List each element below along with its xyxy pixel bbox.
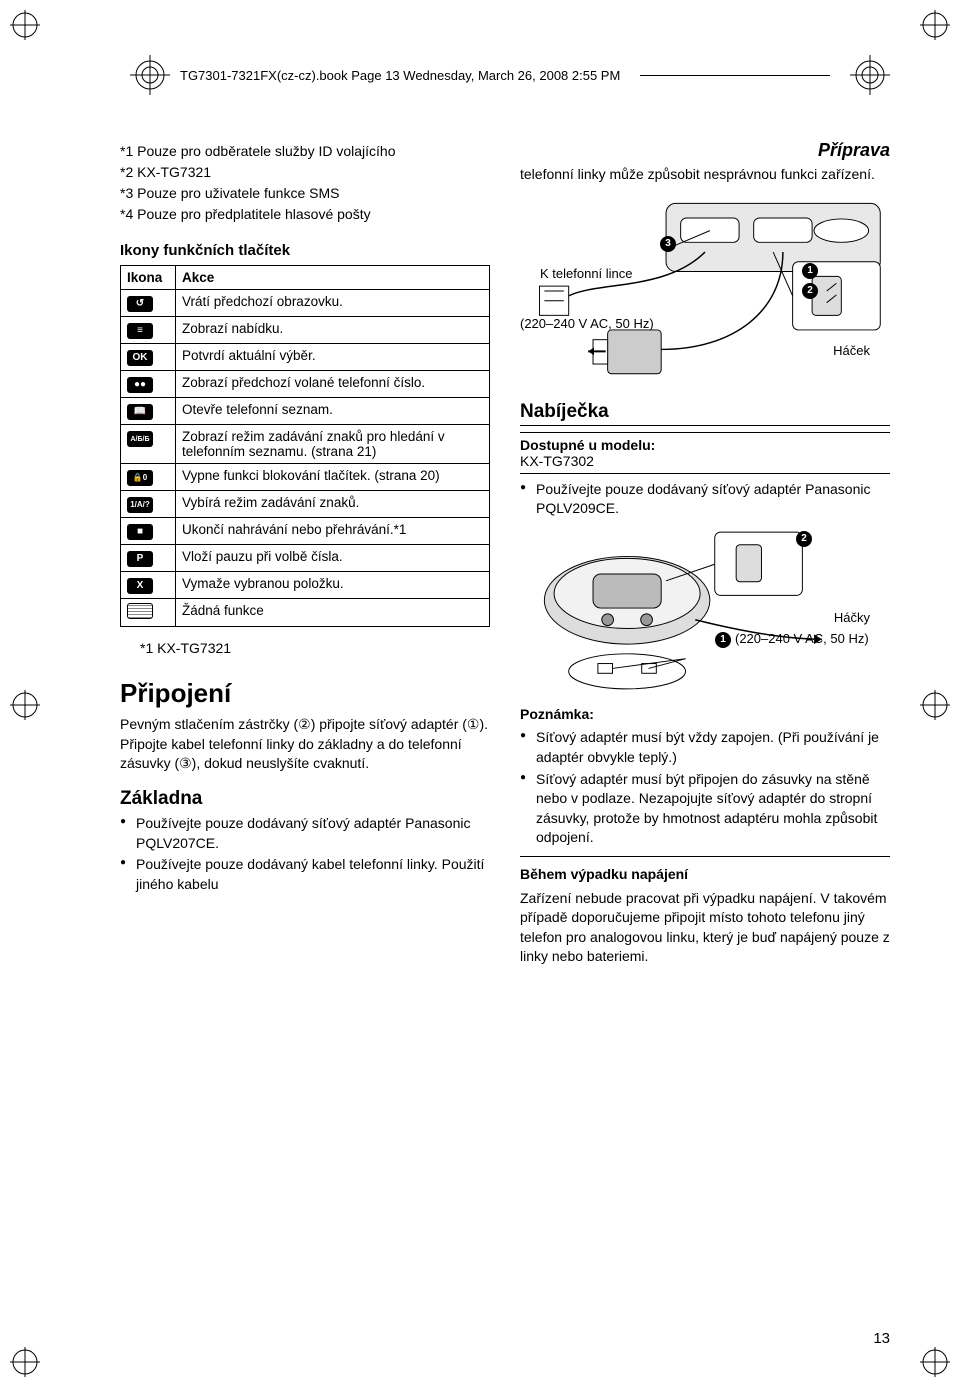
row-text: Ukončí nahrávání nebo přehrávání.*1 (176, 517, 490, 544)
model-availability-box: Dostupné u modelu: KX-TG7302 (520, 432, 890, 474)
row-text: Žádná funkce (176, 598, 490, 626)
footnote: *4 Pouze pro předplatitele hlasové pošty (120, 205, 490, 224)
target-icon (130, 55, 170, 95)
right-intro-text: telefonní linky může způsobit nesprávnou… (520, 165, 890, 185)
hooks-label: Háčky (834, 610, 870, 625)
table-row: ●● Zobrazí předchozí volané telefonní čís… (121, 370, 490, 397)
keylock-off-icon: 🔒0 (127, 470, 153, 486)
redial-icon: ●● (127, 377, 153, 393)
table-row: ■ Ukončí nahrávání nebo přehrávání.*1 (121, 517, 490, 544)
phone-line-label: K telefonní lince (540, 266, 633, 281)
model-value: KX-TG7302 (520, 453, 594, 469)
footnote: *1 Pouze pro odběratele služby ID volají… (120, 142, 490, 161)
poznamka-list: Síťový adaptér musí být vždy zapojen. (P… (520, 728, 890, 848)
row-text: Zobrazí režim zadávání znaků pro hledání… (176, 424, 490, 463)
row-text: Zobrazí předchozí volané telefonní číslo… (176, 370, 490, 397)
nabijecka-heading: Nabíječka (520, 401, 890, 426)
reg-mark-icon (920, 10, 950, 40)
blank-icon (127, 603, 153, 619)
header-divider (640, 75, 830, 76)
table-row: P Vloží pauzu při volbě čísla. (121, 544, 490, 571)
nabijecka-list: Používejte pouze dodávaný síťový adaptér… (520, 480, 890, 519)
target-icon (850, 55, 890, 95)
callout-1-icon: 1 (715, 632, 731, 648)
th-action: Akce (176, 265, 490, 289)
row-text: Zobrazí nabídku. (176, 316, 490, 343)
phonebook-icon: 📖 (127, 404, 153, 420)
right-column: Příprava telefonní linky může způsobit n… (520, 140, 890, 1347)
table-row: X Vymaže vybranou položku. (121, 571, 490, 598)
row-text: Vypne funkci blokování tlačítek. (strana… (176, 463, 490, 490)
return-icon: ↺ (127, 296, 153, 312)
base-unit-diagram: K telefonní lince (220–240 V AC, 50 Hz) … (520, 191, 890, 391)
callout-3-icon: 3 (660, 236, 676, 252)
reg-mark-icon (10, 1347, 40, 1377)
model-label: Dostupné u modelu: (520, 437, 655, 453)
reg-mark-icon (920, 1347, 950, 1377)
list-item: Používejte pouze dodávaný kabel telefonn… (120, 855, 490, 894)
table-row: 📖 Otevře telefonní seznam. (121, 397, 490, 424)
ok-icon: OK (127, 350, 153, 366)
behem-text: Zařízení nebude pracovat při výpadku nap… (520, 889, 890, 967)
poznamka-heading: Poznámka: (520, 706, 594, 722)
row-text: Vloží pauzu při volbě čísla. (176, 544, 490, 571)
zakladna-heading: Základna (120, 788, 490, 810)
footnote-list: *1 Pouze pro odběratele služby ID volají… (120, 142, 490, 224)
pripojeni-text: Pevným stlačením zástrčky (②) připojte s… (120, 715, 490, 774)
header-meta-text: TG7301-7321FX(cz-cz).book Page 13 Wednes… (180, 68, 620, 83)
table-row: ↺ Vrátí předchozí obrazovku. (121, 289, 490, 316)
voltage-label: (220–240 V AC, 50 Hz) (735, 631, 890, 646)
delete-icon: X (127, 578, 153, 594)
list-item: Síťový adaptér musí být vždy zapojen. (P… (520, 728, 890, 767)
row-text: Vymaže vybranou položku. (176, 571, 490, 598)
section-header-priprava: Příprava (520, 140, 890, 161)
row-text: Otevře telefonní seznam. (176, 397, 490, 424)
footnote: *3 Pouze pro uživatele funkce SMS (120, 184, 490, 203)
page: TG7301-7321FX(cz-cz).book Page 13 Wednes… (0, 0, 960, 1387)
table-row: ≡ Zobrazí nabídku. (121, 316, 490, 343)
table-row: Žádná funkce (121, 598, 490, 626)
reg-mark-icon (920, 690, 950, 720)
th-icon: Ikona (121, 265, 176, 289)
table-row: А/Б/Б Zobrazí režim zadávání znaků pro hl… (121, 424, 490, 463)
row-text: Vrátí předchozí obrazovku. (176, 289, 490, 316)
document-header: TG7301-7321FX(cz-cz).book Page 13 Wednes… (130, 55, 890, 95)
page-number: 13 (873, 1330, 890, 1347)
footnote: *2 KX-TG7321 (120, 163, 490, 182)
table-row: 🔒0 Vypne funkci blokování tlačítek. (stra… (121, 463, 490, 490)
menu-icon: ≡ (127, 323, 153, 339)
left-column: *1 Pouze pro odběratele služby ID volají… (120, 140, 490, 1347)
callout-2-icon: 2 (796, 531, 812, 547)
zakladna-list: Používejte pouze dodávaný síťový adaptér… (120, 814, 490, 894)
row-text: Potvrdí aktuální výběr. (176, 343, 490, 370)
char-mode-icon: А/Б/Б (127, 431, 153, 447)
table-row: 1/A/? Vybírá režim zadávání znaků. (121, 490, 490, 517)
pause-icon: P (127, 551, 153, 567)
input-mode-icon: 1/A/? (127, 497, 153, 513)
row-text: Vybírá režim zadávání znaků. (176, 490, 490, 517)
voltage-label: (220–240 V AC, 50 Hz) (520, 316, 654, 331)
post-table-note: *1 KX-TG7321 (140, 639, 490, 659)
hook-label: Háček (833, 343, 870, 358)
divider (520, 856, 890, 857)
reg-mark-icon (10, 10, 40, 40)
charger-diagram: 2 1 Háčky (220–240 V AC, 50 Hz) (520, 525, 890, 695)
list-item: Používejte pouze dodávaný síťový adaptér… (120, 814, 490, 853)
reg-mark-icon (10, 690, 40, 720)
table-row: OK Potvrdí aktuální výběr. (121, 343, 490, 370)
stop-icon: ■ (127, 524, 153, 540)
callout-2-icon: 2 (802, 283, 818, 299)
content-columns: *1 Pouze pro odběratele služby ID volají… (120, 140, 890, 1347)
icons-section-title: Ikony funkčních tlačítek (120, 242, 490, 259)
list-item: Používejte pouze dodávaný síťový adaptér… (520, 480, 890, 519)
icon-function-table: Ikona Akce ↺ Vrátí předchozí obrazovku. ≡… (120, 265, 490, 627)
list-item: Síťový adaptér musí být připojen do zásu… (520, 770, 890, 848)
behem-heading: Během výpadku napájení (520, 866, 688, 882)
pripojeni-heading: Připojení (120, 678, 490, 709)
callout-1-icon: 1 (802, 263, 818, 279)
